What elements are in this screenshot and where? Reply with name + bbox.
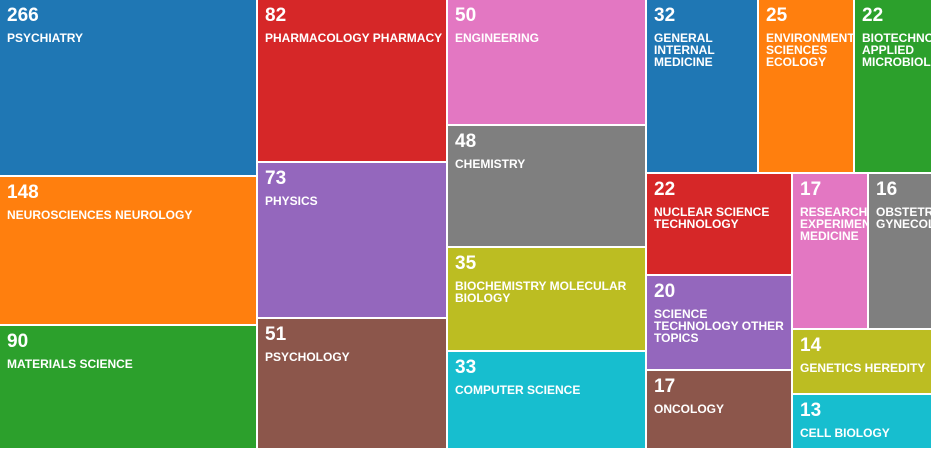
- tile-value: 14: [800, 335, 822, 356]
- tile-label: SCIENCE TECHNOLOGY OTHER TOPICS: [654, 307, 784, 345]
- tile-label: ENVIRONMENTAL SCIENCES ECOLOGY: [766, 31, 854, 69]
- treemap-tile: 13 CELL BIOLOGY: [793, 395, 933, 450]
- tile-value: 22: [654, 179, 676, 200]
- tile-label: BIOCHEMISTRY MOLECULAR BIOLOGY: [455, 279, 627, 305]
- treemap-tile: 266 PSYCHIATRY: [0, 0, 258, 177]
- treemap-tile: 25 ENVIRONMENTAL SCIENCES ECOLOGY: [759, 0, 855, 174]
- tile-label: CELL BIOLOGY: [800, 426, 890, 440]
- tile-value: 17: [800, 179, 822, 200]
- tile-label: BIOTECHNOLOGY APPLIED MICROBIOLOGY: [862, 31, 933, 69]
- tile-label: CHEMISTRY: [455, 157, 526, 171]
- tile-label: PSYCHOLOGY: [265, 350, 350, 364]
- tile-value: 16: [876, 179, 898, 200]
- tile-label: PHYSICS: [265, 194, 318, 208]
- tile-value: 20: [654, 281, 676, 302]
- tile-value: 48: [455, 131, 477, 152]
- tile-value: 25: [766, 5, 788, 26]
- treemap-tile: 33 COMPUTER SCIENCE: [448, 352, 647, 450]
- tile-value: 22: [862, 5, 884, 26]
- tile-value: 17: [654, 376, 676, 397]
- tile-value: 73: [265, 168, 287, 189]
- tile-value: 90: [7, 331, 29, 352]
- treemap-tile: 17 ONCOLOGY: [647, 371, 793, 450]
- tile-label: GENERAL INTERNAL MEDICINE: [654, 31, 715, 69]
- tile-value: 35: [455, 253, 477, 274]
- tile-label: PHARMACOLOGY PHARMACY: [265, 31, 443, 45]
- tile-label: RESEARCH EXPERIMENTAL MEDICINE: [800, 205, 869, 243]
- treemap-tile: 17 RESEARCH EXPERIMENTAL MEDICINE: [793, 174, 869, 330]
- tile-value: 82: [265, 5, 287, 26]
- treemap-tile: 22 BIOTECHNOLOGY APPLIED MICROBIOLOGY: [855, 0, 933, 174]
- tile-label: COMPUTER SCIENCE: [455, 383, 581, 397]
- tile-label: ENGINEERING: [455, 31, 540, 45]
- tile-value: 148: [7, 182, 39, 203]
- treemap-tile: 90 MATERIALS SCIENCE: [0, 326, 258, 450]
- tile-label: NUCLEAR SCIENCE TECHNOLOGY: [654, 205, 770, 231]
- treemap-tile: 50 ENGINEERING: [448, 0, 647, 126]
- tile-label: MATERIALS SCIENCE: [7, 357, 133, 371]
- treemap-tile: 51 PSYCHOLOGY: [258, 319, 448, 450]
- treemap-tile: 82 PHARMACOLOGY PHARMACY: [258, 0, 448, 163]
- treemap-tile: 16 OBSTETRICS GYNECOLOGY: [869, 174, 933, 330]
- tile-label: NEUROSCIENCES NEUROLOGY: [7, 208, 193, 222]
- tile-label: PSYCHIATRY: [7, 31, 84, 45]
- treemap-tile: 22 NUCLEAR SCIENCE TECHNOLOGY: [647, 174, 793, 276]
- treemap-tile: 35 BIOCHEMISTRY MOLECULAR BIOLOGY: [448, 248, 647, 352]
- treemap-tile: 148 NEUROSCIENCES NEUROLOGY: [0, 177, 258, 326]
- tile-label: OBSTETRICS GYNECOLOGY: [876, 205, 933, 231]
- tile-label: GENETICS HEREDITY: [800, 361, 926, 375]
- tile-value: 50: [455, 5, 477, 26]
- tile-label: ONCOLOGY: [654, 402, 725, 416]
- tile-value: 266: [7, 5, 39, 26]
- tile-value: 51: [265, 324, 287, 345]
- treemap-tile: 73 PHYSICS: [258, 163, 448, 319]
- treemap-tile: 14 GENETICS HEREDITY: [793, 330, 933, 395]
- treemap-tile: 20 SCIENCE TECHNOLOGY OTHER TOPICS: [647, 276, 793, 371]
- treemap-tile: 48 CHEMISTRY: [448, 126, 647, 248]
- tile-value: 13: [800, 400, 822, 421]
- tile-value: 32: [654, 5, 676, 26]
- tile-value: 33: [455, 357, 477, 378]
- treemap-tile: 32 GENERAL INTERNAL MEDICINE: [647, 0, 759, 174]
